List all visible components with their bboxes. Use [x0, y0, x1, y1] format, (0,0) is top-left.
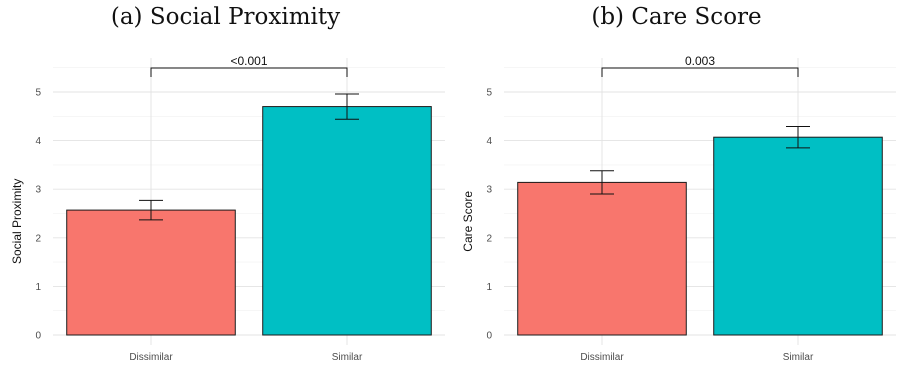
bar-similar — [713, 136, 883, 336]
y-tick-label: 2 — [486, 233, 492, 244]
significance-bracket — [150, 67, 348, 77]
x-tick-label: Similar — [783, 352, 814, 363]
y-axis-title: Care Score — [461, 191, 475, 252]
y-tick-label: 1 — [35, 282, 41, 293]
y-axis-title: Social Proximity — [10, 179, 24, 264]
significance-bracket — [601, 67, 799, 77]
y-tick-label: 4 — [35, 136, 41, 147]
y-tick-label: 0 — [35, 331, 41, 342]
y-tick-label: 3 — [486, 185, 492, 196]
chart-title: (a) Social Proximity — [110, 4, 341, 30]
y-tick-label: 1 — [486, 282, 492, 293]
y-tick-label: 0 — [486, 331, 492, 342]
significance-label: 0.003 — [685, 54, 715, 68]
panel-social-proximity: (a) Social Proximity 0 1 2 3 4 5 Social Proxim… — [10, 4, 445, 363]
y-tick-label: 3 — [35, 185, 41, 196]
bar-similar — [262, 106, 432, 336]
x-tick-label: Dissimilar — [129, 352, 173, 363]
y-tick-label: 5 — [35, 88, 41, 99]
significance-label: <0.001 — [230, 54, 267, 68]
chart-plot-area: 0 1 2 3 4 5 Social Proximity Dissimilar Similar <… — [10, 54, 445, 363]
bar-dissimilar — [66, 209, 236, 336]
panel-care-score: (b) Care Score 0 1 2 3 4 5 Care Score Dissimila… — [451, 0, 902, 369]
chart-title: (b) Care Score — [591, 4, 762, 30]
chart-plot-area: 0 1 2 3 4 5 Care Score Dissimilar Similar 0.003 — [461, 54, 896, 363]
bar-dissimilar — [517, 181, 687, 336]
x-tick-label: Similar — [332, 352, 363, 363]
x-tick-label: Dissimilar — [580, 352, 624, 363]
y-tick-label: 5 — [486, 88, 492, 99]
y-tick-label: 2 — [35, 233, 41, 244]
y-tick-label: 4 — [486, 136, 492, 147]
